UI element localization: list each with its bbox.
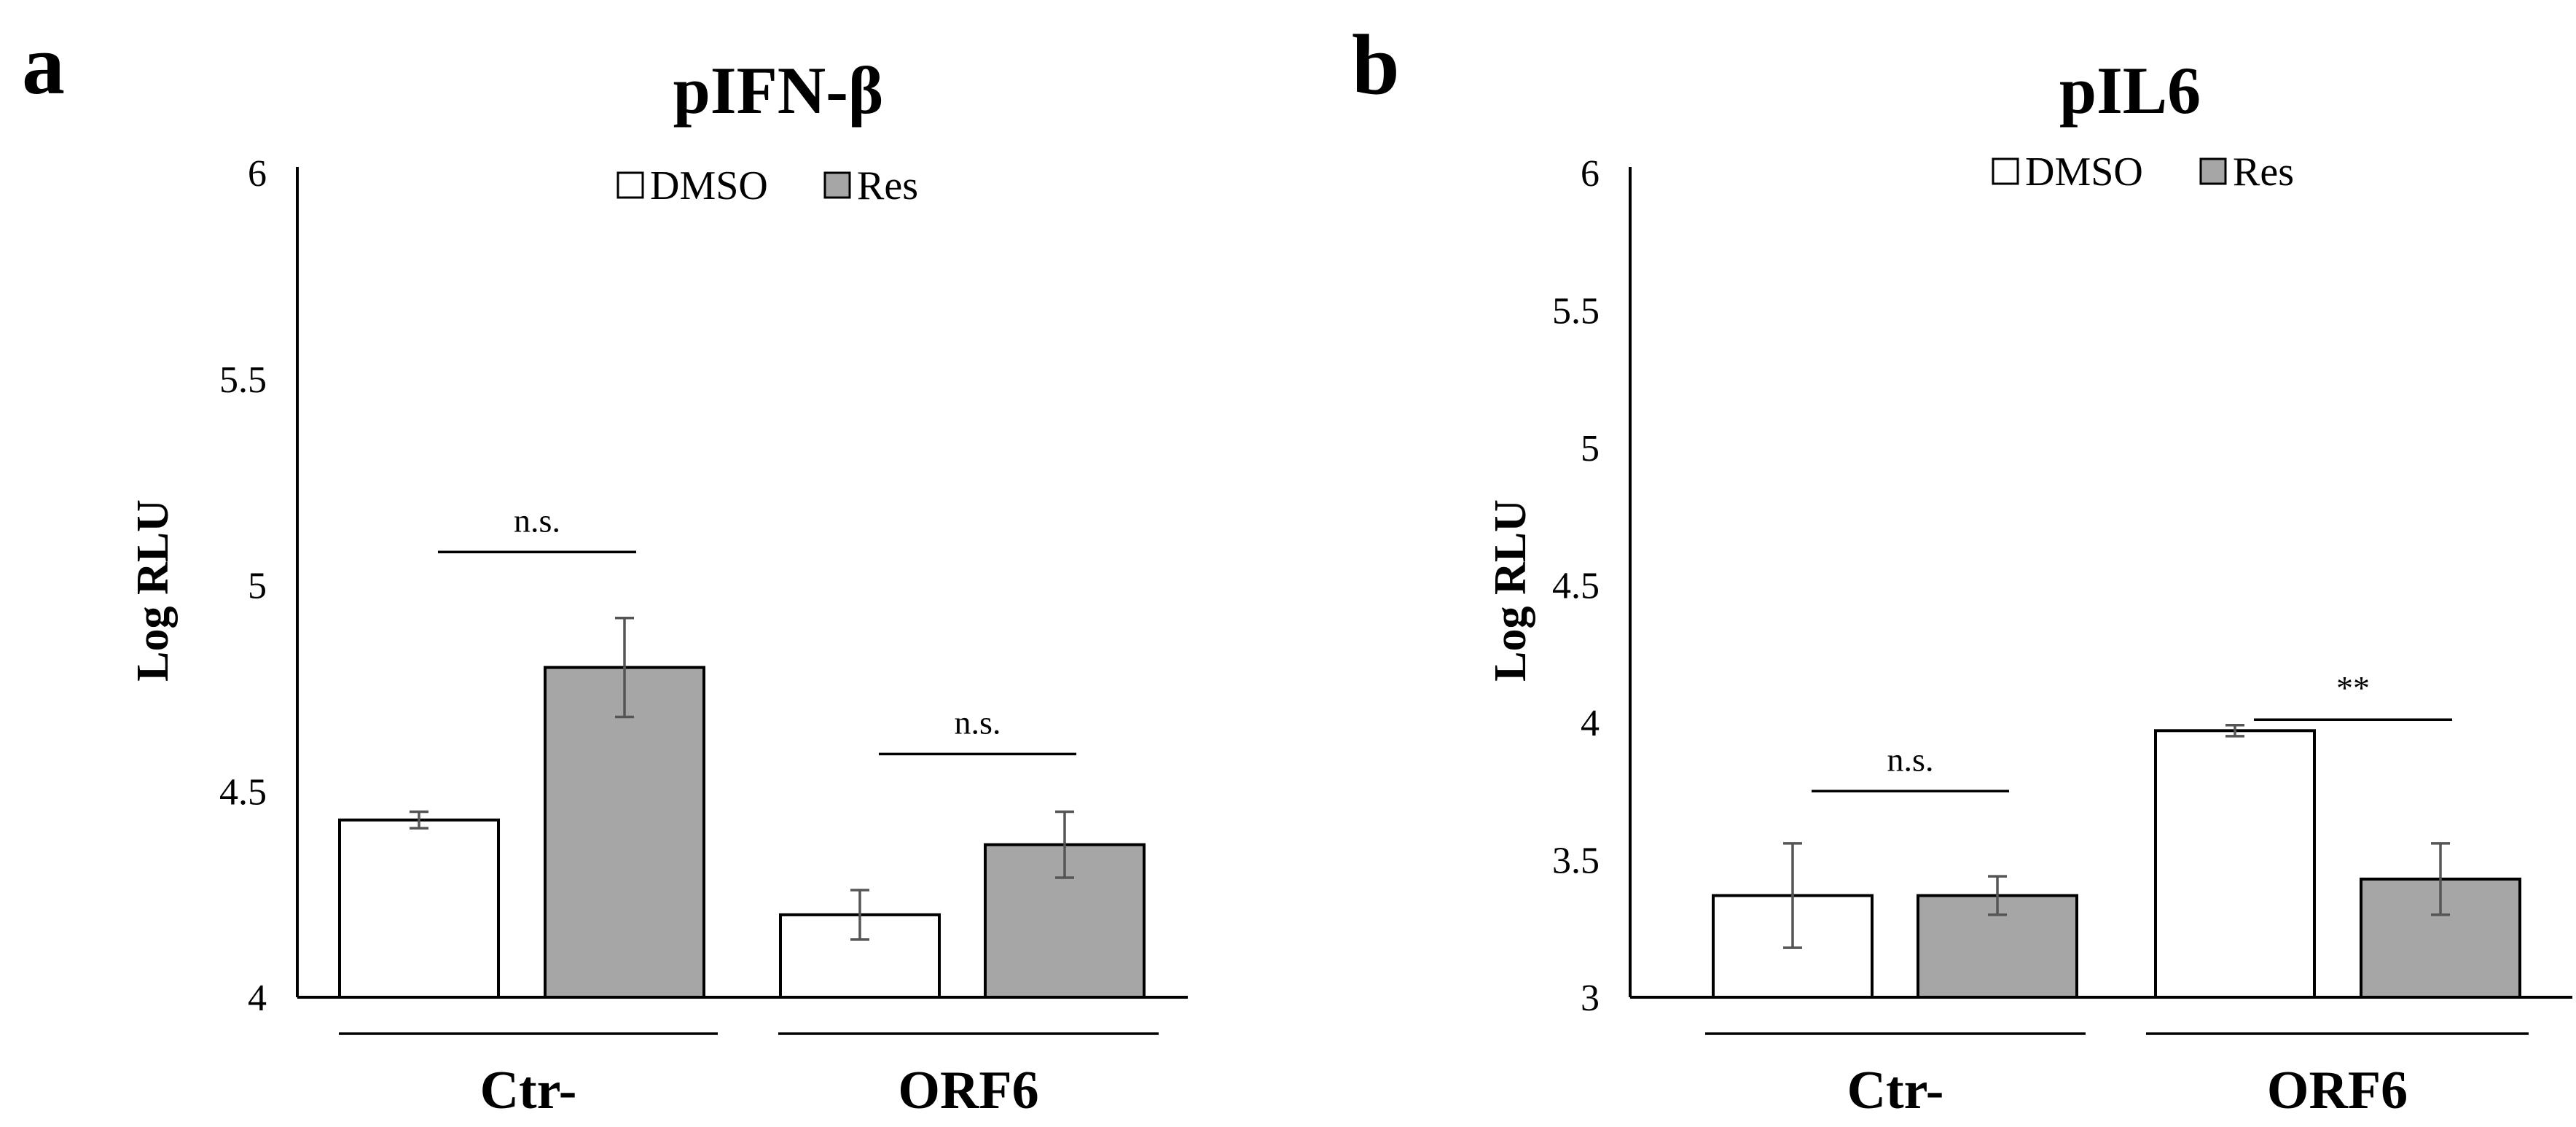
x-category-label: Ctr-	[1847, 1061, 1944, 1120]
y-axis-label: Log RLU	[1486, 499, 1535, 682]
x-category-label: Ctr-	[480, 1061, 577, 1120]
significance-label: n.s.	[1887, 741, 1934, 778]
y-tick-label: 6	[1581, 153, 1600, 195]
y-tick-label: 4	[248, 978, 267, 1019]
y-tick-label: 4.5	[219, 771, 267, 813]
bar-dmso-ctr	[338, 818, 500, 999]
legend-label-res: Res	[2233, 149, 2294, 195]
y-tick-label: 5.5	[1552, 291, 1600, 332]
legend-label-res: Res	[857, 163, 918, 208]
chart-title: pIFN-β	[673, 53, 884, 128]
chart-panel-a: a pIFN-β 4 4.5 5 5.5 6 Log RLU n.s. Ctr-n.s. ORF6 D…	[22, 17, 1188, 1120]
y-tick-label: 5	[1581, 428, 1600, 469]
y-axis-label: Log RLU	[128, 499, 178, 682]
legend-swatch-res	[823, 171, 851, 199]
y-tick-label: 3.5	[1552, 841, 1600, 882]
y-tick-label: 5	[248, 566, 267, 607]
y-tick-label: 3	[1581, 978, 1600, 1019]
x-category-label: ORF6	[898, 1061, 1038, 1120]
panel-letter: a	[22, 17, 65, 112]
x-category-label: ORF6	[2267, 1061, 2408, 1120]
significance-label: n.s.	[514, 502, 560, 539]
y-tick-label: 4	[1581, 703, 1600, 744]
y-tick-label: 5.5	[219, 359, 267, 401]
y-tick-label: 6	[248, 153, 267, 195]
legend-swatch-dmso	[1992, 157, 2019, 185]
significance-label: **	[2336, 669, 2370, 706]
legend-label-dmso: DMSO	[2025, 149, 2143, 195]
legend-swatch-res	[2199, 157, 2227, 185]
y-tick-label: 4.5	[1552, 566, 1600, 607]
chart-panel-b: b pIL6 3 3.5 4 4.5 5 5.5 6 Log RLU n.s. Ctr- ** ORF6 D…	[1352, 17, 2572, 1120]
panel-letter: b	[1352, 17, 1400, 112]
legend-label-dmso: DMSO	[650, 163, 768, 208]
legend-swatch-dmso	[616, 171, 644, 199]
bar-res-ctr	[1917, 894, 2078, 999]
bar-res-ctr	[544, 666, 705, 999]
bar-dmso-orf6	[2154, 729, 2316, 999]
chart-title: pIL6	[2059, 53, 2201, 128]
significance-label: n.s.	[955, 703, 1001, 741]
